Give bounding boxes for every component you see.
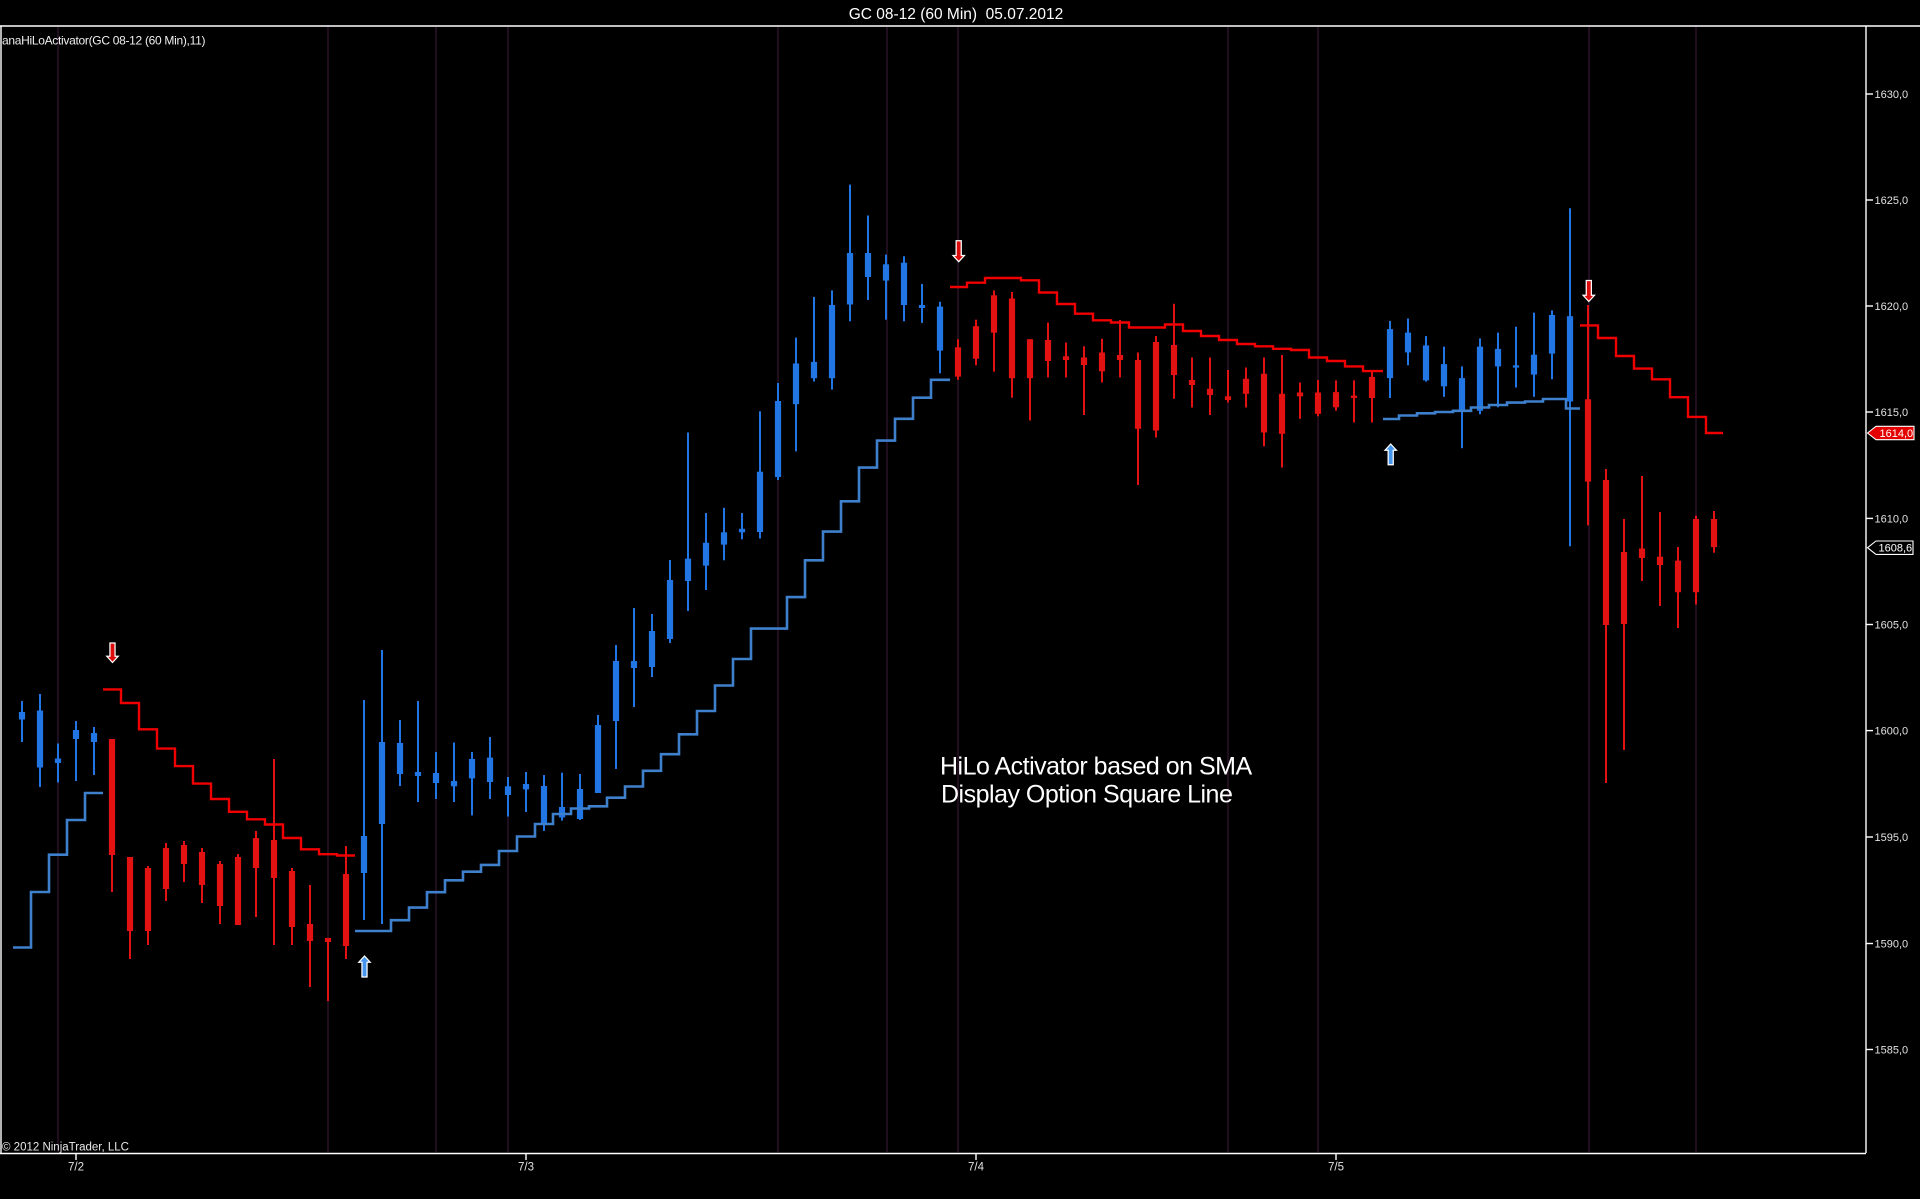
svg-text:1605,0: 1605,0 [1875,620,1909,632]
svg-text:1630,0: 1630,0 [1875,89,1909,101]
svg-text:1600,0: 1600,0 [1875,726,1909,738]
svg-text:1625,0: 1625,0 [1875,195,1909,207]
svg-text:7/3: 7/3 [518,1161,534,1173]
svg-text:1608,6: 1608,6 [1879,543,1913,555]
svg-text:7/2: 7/2 [68,1161,84,1173]
svg-text:© 2012 NinjaTrader, LLC: © 2012 NinjaTrader, LLC [2,1142,129,1154]
svg-text:Display Option Square Line: Display Option Square Line [941,781,1232,809]
svg-text:anaHiLoActivator(GC 08-12 (60: anaHiLoActivator(GC 08-12 (60 Min),11) [2,34,205,48]
svg-text:1585,0: 1585,0 [1875,1045,1909,1057]
svg-text:GC 08-12 (60 Min) 05.07.2012: GC 08-12 (60 Min) 05.07.2012 [849,6,1064,23]
svg-text:7/5: 7/5 [1328,1161,1344,1173]
svg-text:1615,0: 1615,0 [1875,407,1909,419]
svg-text:1595,0: 1595,0 [1875,832,1909,844]
svg-text:1590,0: 1590,0 [1875,939,1909,951]
svg-text:7/4: 7/4 [968,1161,985,1173]
svg-text:1610,0: 1610,0 [1875,514,1909,526]
svg-text:1614,0: 1614,0 [1880,428,1914,440]
svg-text:HiLo Activator based on SMA: HiLo Activator based on SMA [940,753,1252,781]
svg-text:1620,0: 1620,0 [1875,301,1909,313]
